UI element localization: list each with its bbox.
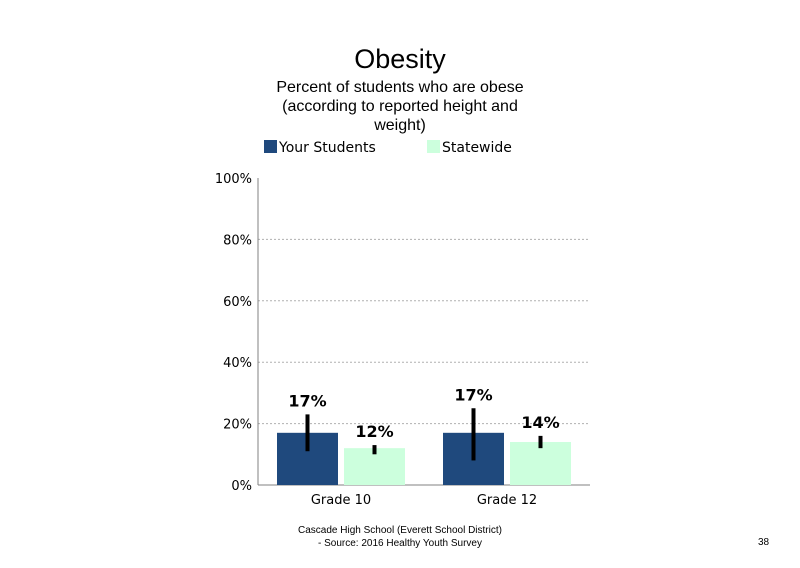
y-tick-label: 80% [223,233,252,248]
data-label: 17% [454,385,492,404]
legend-label-statewide: Statewide [442,140,512,156]
footer-source: Cascade High School (Everett School Dist… [250,524,550,550]
chart-subtitle: Percent of students who are obese (accor… [276,79,524,134]
data-label: 12% [355,422,393,441]
chart-title: Obesity [354,44,446,74]
y-tick-label: 60% [223,295,252,310]
legend-item-statewide: Statewide [427,140,512,156]
data-label: 14% [521,413,559,432]
legend-item-your-students: Your Students [264,140,376,156]
x-tick-label: Grade 10 [311,493,371,508]
y-tick-label: 0% [231,479,252,494]
footer-line-1: Cascade High School (Everett School Dist… [298,525,502,536]
legend-swatch-your-students [264,140,277,153]
y-tick-label: 20% [223,418,252,433]
legend-swatch-statewide [427,140,440,153]
legend-label-your-students: Your Students [279,140,376,156]
data-label: 17% [288,391,326,410]
y-tick-label: 40% [223,356,252,371]
bar [510,442,571,485]
x-tick-label: Grade 12 [477,493,537,508]
page-number: 38 [758,537,770,548]
footer-line-2: - Source: 2016 Healthy Youth Survey [318,538,482,549]
y-tick-label: 100% [215,172,252,187]
